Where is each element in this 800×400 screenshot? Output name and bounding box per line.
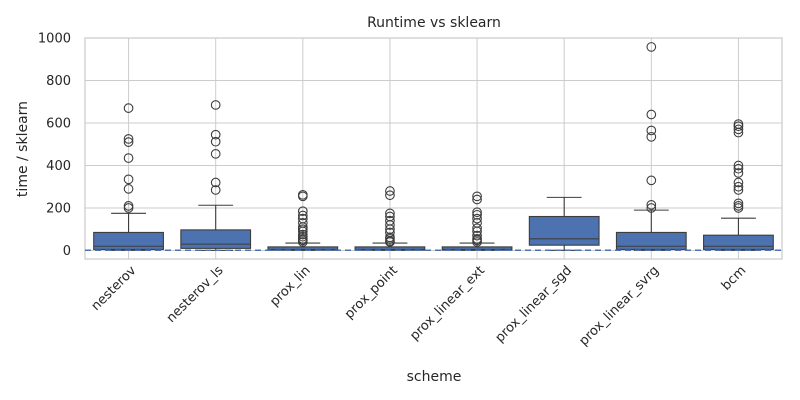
box-prox_lin: [267, 189, 339, 251]
outlier-point: [646, 131, 657, 142]
outlier-point: [472, 223, 482, 234]
x-tick-label: prox_linear_ext: [407, 263, 488, 344]
outlier-point: [210, 148, 221, 159]
outlier-point: [210, 136, 221, 147]
y-tick-label: 0: [63, 244, 71, 259]
outlier-point: [297, 206, 308, 217]
outlier-point: [733, 185, 744, 195]
outlier-point: [646, 109, 657, 120]
outlier-point: [210, 129, 221, 140]
outlier-point: [733, 198, 744, 209]
x-axis-label: scheme: [407, 369, 462, 385]
outlier-point: [733, 163, 744, 174]
outlier-point: [733, 160, 744, 171]
box-iqr: [267, 246, 339, 251]
box-series: [85, 42, 782, 252]
y-axis-label: time / sklearn: [15, 101, 31, 197]
x-tick-label: prox_point: [342, 263, 401, 322]
outlier-point: [646, 42, 657, 52]
outlier-point: [472, 207, 482, 218]
outlier-point: [385, 190, 395, 201]
outlier-point: [733, 168, 744, 178]
outlier-point: [297, 229, 308, 240]
outlier-point: [210, 177, 221, 188]
box-bcm: [703, 119, 774, 251]
box-iqr: [615, 231, 687, 250]
outlier-point: [123, 137, 134, 147]
chart-title: Runtime vs sklearn: [367, 15, 501, 31]
y-tick-label: 400: [46, 159, 71, 174]
outlier-point: [297, 213, 308, 224]
y-tick-label: 200: [46, 202, 71, 217]
y-tick-label: 1000: [38, 32, 71, 47]
x-tick-label: nesterov: [89, 263, 140, 314]
outlier-point: [123, 103, 134, 113]
box-iqr: [180, 229, 252, 249]
outlier-point: [472, 213, 482, 224]
outlier-point: [210, 185, 221, 195]
x-tick-label: nesterov_ls: [164, 263, 227, 326]
outlier-point: [646, 203, 657, 213]
outlier-point: [123, 184, 134, 194]
x-axis-ticks: nesterov nesterov_ls prox_lin prox_point pro…: [89, 263, 750, 349]
y-tick-label: 600: [46, 117, 71, 132]
box-prox_linear_sgd: [528, 196, 600, 251]
outlier-point: [472, 233, 482, 244]
y-axis-ticks: 0 200 400 600 800 1000: [38, 32, 71, 260]
x-tick-label: prox_linear_svrg: [576, 263, 662, 349]
outlier-point: [385, 215, 395, 226]
outlier-point: [733, 119, 744, 129]
outlier-point: [646, 175, 657, 186]
outlier-point: [123, 153, 134, 163]
outlier-point: [472, 230, 482, 241]
y-tick-label: 800: [46, 74, 71, 89]
grid-lines: [84, 37, 783, 260]
outlier-point: [646, 199, 657, 210]
outlier-point: [472, 209, 482, 220]
box-iqr: [703, 234, 774, 250]
outlier-point: [733, 177, 744, 188]
outlier-point: [123, 174, 134, 185]
outlier-point: [385, 208, 395, 219]
outlier-point: [472, 191, 482, 202]
outlier-point: [297, 218, 308, 228]
outlier-point: [385, 227, 395, 238]
outlier-point: [123, 134, 134, 144]
box-prox_linear_svrg: [615, 42, 687, 251]
outlier-point: [472, 194, 482, 205]
box-iqr: [93, 231, 164, 250]
outlier-point: [123, 201, 134, 211]
outlier-point: [385, 186, 395, 196]
outlier-point: [733, 181, 744, 192]
x-tick-label: bcm: [719, 263, 749, 293]
outlier-point: [385, 211, 395, 222]
outlier-point: [297, 189, 308, 200]
plot-frame: [84, 37, 783, 260]
outlier-point: [210, 100, 221, 110]
outlier-point: [646, 125, 657, 136]
box-prox_point: [354, 186, 426, 251]
outlier-point: [733, 201, 744, 211]
box-nesterov_ls: [180, 100, 252, 251]
x-tick-label: prox_linear_sgd: [493, 263, 575, 345]
x-tick-label: prox_lin: [267, 263, 313, 309]
box-iqr: [528, 215, 600, 246]
outlier-point: [297, 210, 308, 221]
outlier-point: [733, 124, 744, 135]
